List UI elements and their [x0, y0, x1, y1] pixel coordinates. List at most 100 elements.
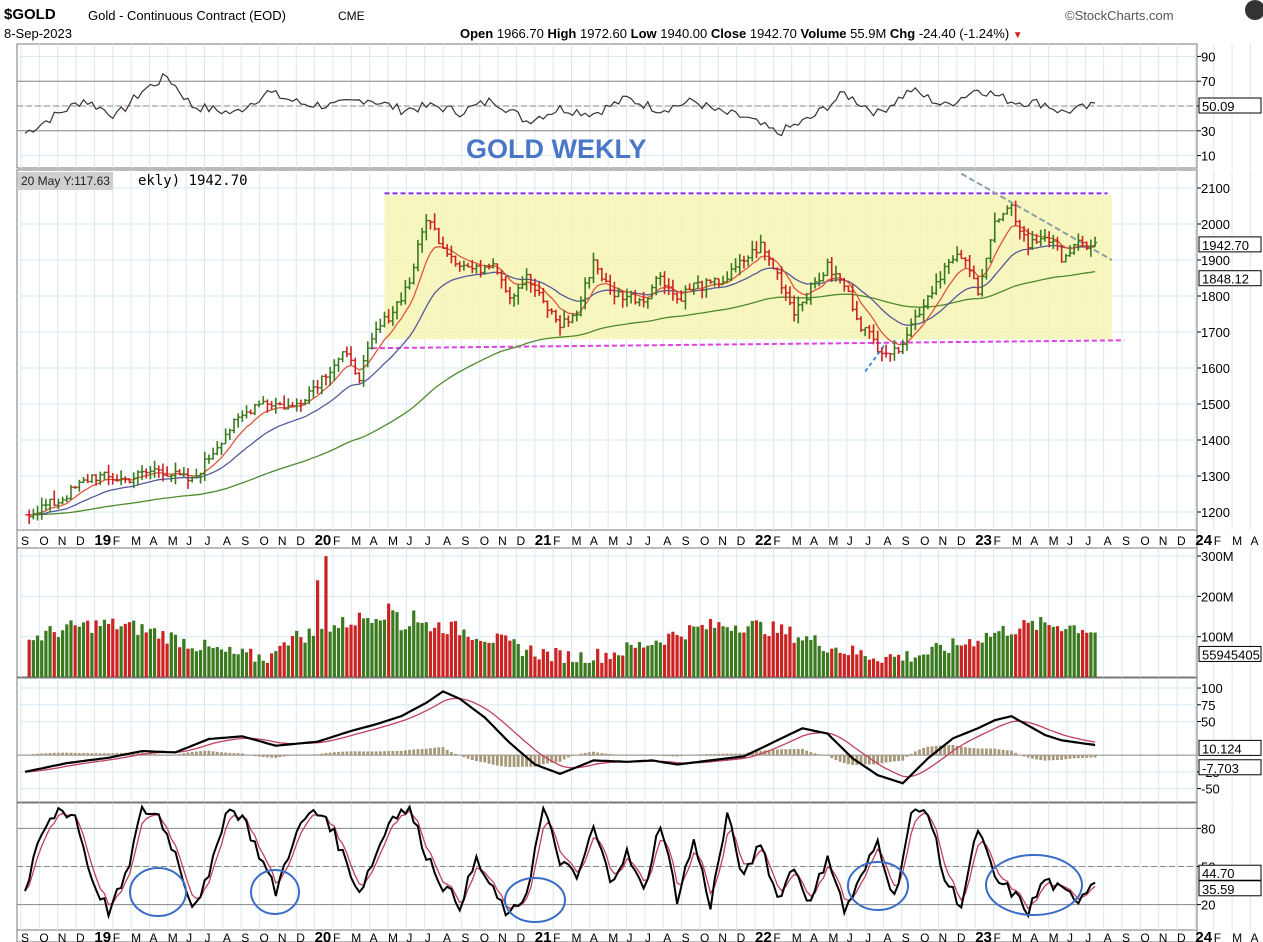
- volume-bar: [1034, 629, 1039, 677]
- month-tick-label: S: [682, 534, 690, 548]
- volume-bar: [65, 624, 69, 677]
- volume-bar: [495, 633, 499, 677]
- macd-hist-bar: [454, 753, 457, 756]
- month-tick-label: F: [113, 534, 120, 548]
- volume-bar: [633, 647, 637, 677]
- volume-bar: [336, 628, 341, 677]
- month-tick-label: A: [149, 931, 157, 942]
- macd-hist-bar: [207, 750, 211, 756]
- close-label: Close: [710, 26, 747, 41]
- volume-bar: [77, 626, 81, 677]
- volume-bar: [993, 632, 997, 677]
- y-tick-label: 2100: [1201, 181, 1230, 196]
- close-icon[interactable]: [1245, 0, 1263, 20]
- volume-bar: [320, 628, 324, 677]
- volume-bar: [349, 624, 353, 677]
- macd-hist-bar: [429, 748, 432, 756]
- macd-hist-bar: [358, 751, 361, 756]
- volume-bar: [165, 643, 169, 677]
- month-tick-label: J: [1085, 534, 1091, 548]
- y-tick-label: 10: [1201, 149, 1215, 164]
- macd-hist-bar: [893, 755, 896, 762]
- macd-hist-bar: [65, 752, 69, 756]
- y-tick-label: 1900: [1201, 253, 1230, 268]
- volume-bar: [1018, 628, 1022, 677]
- volume-bar: [842, 653, 846, 677]
- volume-bar: [646, 645, 650, 677]
- macd-hist-bar: [926, 746, 930, 756]
- macd-hist-bar: [61, 752, 65, 756]
- volume-bar: [1026, 622, 1030, 677]
- macd-hist-bar: [888, 755, 892, 762]
- volume-bar: [579, 652, 583, 677]
- month-tick-label: D: [296, 534, 305, 548]
- macd-value-label: 10.124: [1202, 741, 1242, 756]
- month-tick-label: A: [810, 931, 818, 942]
- volume-bar: [667, 633, 671, 677]
- macd-hist-bar: [1014, 752, 1018, 756]
- macd-hist-bar: [424, 748, 428, 756]
- volume-bar: [453, 621, 458, 677]
- macd-hist-bar: [679, 755, 683, 756]
- month-tick-label: N: [498, 931, 507, 942]
- month-tick-label: J: [627, 931, 633, 942]
- month-tick-label: S: [902, 534, 910, 548]
- macd-hist-bar: [194, 751, 198, 756]
- macd-hist-bar: [266, 755, 269, 758]
- macd-hist-bar: [132, 752, 136, 756]
- macd-hist-label-box: [1198, 759, 1262, 776]
- macd-hist-bar: [612, 754, 616, 756]
- macd-hist-bar: [704, 754, 708, 756]
- y-tick-label: 80: [1201, 821, 1215, 836]
- macd-hist-bar: [600, 753, 604, 756]
- volume-bar: [1085, 632, 1089, 677]
- volume-bar: [361, 618, 366, 677]
- month-tick-label: J: [645, 931, 651, 942]
- month-tick-label: M: [168, 931, 178, 942]
- macd-hist-bar: [491, 755, 495, 765]
- ema-fast-line: [24, 224, 1096, 516]
- month-tick-label: S: [461, 534, 469, 548]
- volume-bar: [307, 628, 311, 677]
- month-tick-label: M: [131, 534, 141, 548]
- ohlc-summary: Open 1966.70 High 1972.60 Low 1940.00 Cl…: [460, 26, 1023, 41]
- volume-bar: [1047, 625, 1051, 677]
- support-line: [371, 339, 1125, 350]
- month-tick-label: M: [828, 931, 838, 942]
- macd-hist-bar: [1026, 755, 1030, 758]
- macd-hist-bar: [44, 753, 48, 756]
- stoch-d-line: [24, 809, 1096, 910]
- y-tick-label: 20: [1201, 898, 1215, 913]
- month-tick-label: J: [425, 534, 431, 548]
- volume-bar: [1039, 617, 1043, 677]
- month-tick-label: J: [186, 534, 192, 548]
- month-tick-label: F: [113, 931, 120, 942]
- month-tick-label: F: [553, 931, 560, 942]
- month-tick-label: A: [1104, 534, 1112, 548]
- macd-hist-bar: [784, 749, 788, 756]
- volume-last-value-box: [1198, 645, 1262, 662]
- macd-hist-bar: [487, 755, 491, 764]
- volume-bar: [805, 636, 809, 677]
- volume-bar: [662, 644, 667, 677]
- month-tick-label: D: [296, 931, 305, 942]
- volume-bar: [286, 645, 290, 677]
- volume-bar: [583, 662, 587, 677]
- volume-bar: [458, 635, 462, 677]
- macd-hist-bar: [976, 748, 980, 756]
- volume-bar: [742, 632, 746, 677]
- month-tick-label: O: [39, 931, 48, 942]
- macd-hist-bar: [650, 754, 654, 756]
- macd-hist-bar: [48, 753, 52, 756]
- y-tick-label: 1600: [1201, 361, 1230, 376]
- month-tick-label: A: [590, 931, 598, 942]
- volume-bar: [391, 610, 395, 677]
- month-tick-label: D: [957, 534, 966, 548]
- y-tick-label: 100M: [1201, 630, 1234, 645]
- volume-bar: [387, 603, 391, 677]
- volume-bar: [303, 642, 307, 677]
- macd-hist-bar: [909, 753, 913, 756]
- volume-bar: [474, 638, 479, 677]
- macd-hist-bar: [103, 753, 106, 756]
- volume-bar: [73, 625, 77, 677]
